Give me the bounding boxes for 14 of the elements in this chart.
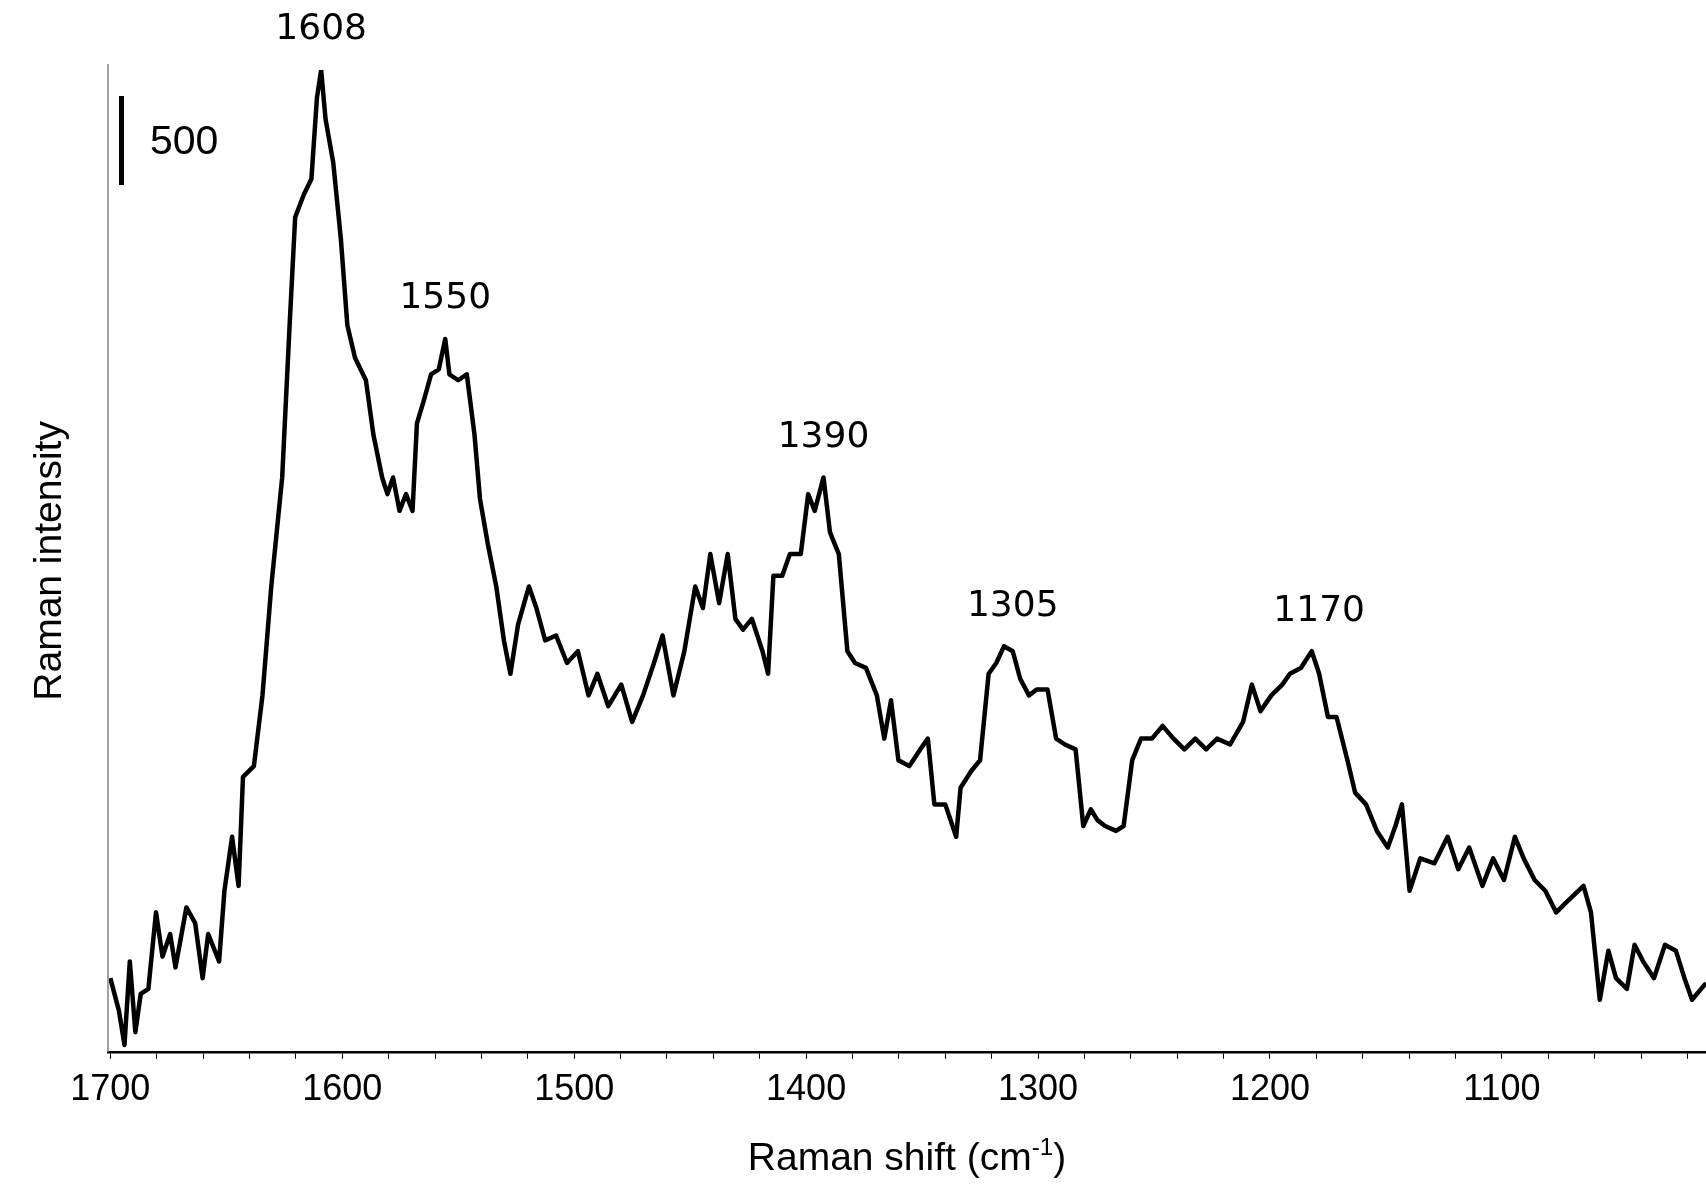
x-tick-label: 1500 (534, 1067, 615, 1109)
annotation: 1170 (1273, 587, 1365, 629)
y-axis-title: Raman intensity (25, 420, 69, 701)
x-tick-label: 1600 (302, 1067, 383, 1109)
annotation: 1608 (275, 6, 367, 48)
x-tick-label: 1100 (1463, 1067, 1541, 1109)
annotation: 500 (150, 117, 219, 164)
x-tick-label: 1700 (70, 1067, 151, 1109)
x-tick-label: 1200 (1229, 1067, 1311, 1109)
annotation: 1390 (777, 413, 870, 455)
x-tick-label: 1300 (997, 1067, 1079, 1109)
annotation: 1550 (399, 275, 492, 317)
annotation: 1305 (966, 582, 1059, 624)
x-tick-label: 1400 (766, 1067, 847, 1109)
